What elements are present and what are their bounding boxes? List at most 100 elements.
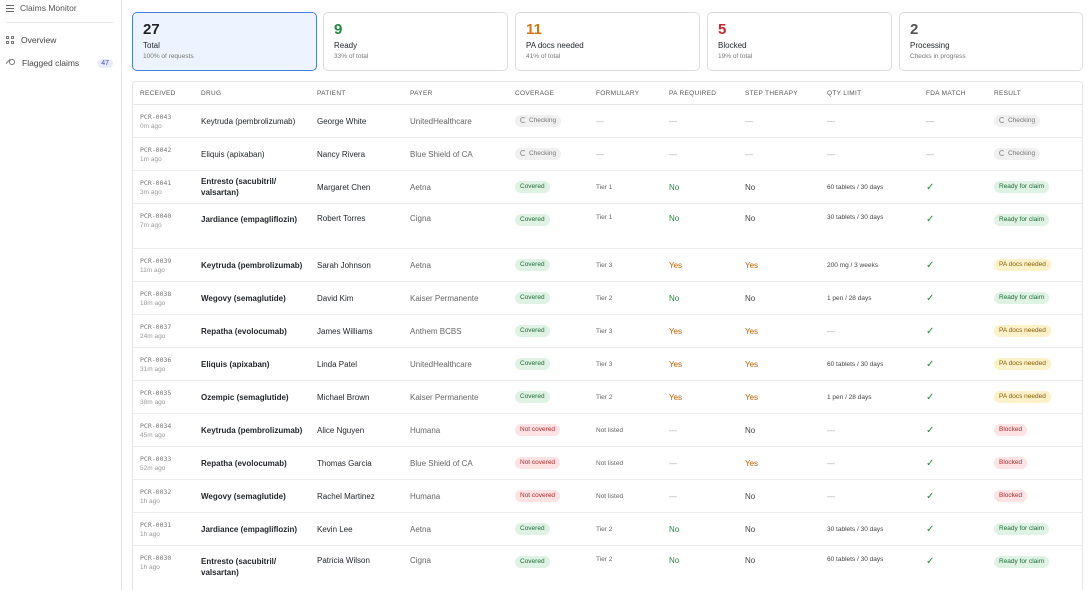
pa-required-cell: No: [669, 513, 679, 545]
pa-required-value: —: [669, 425, 677, 435]
column-header-payer[interactable]: PAYER: [410, 90, 433, 97]
table-row[interactable]: PCR-0041 3m ago Entresto (sacubitril/ va…: [133, 171, 1082, 204]
coverage-text: Not covered: [520, 492, 556, 499]
table-row[interactable]: PCR-0030 1h ago Entresto (sacubitril/ va…: [133, 546, 1082, 590]
sidebar-item-flagged-claims[interactable]: Flagged claims 47: [6, 56, 113, 70]
app-title: Claims Monitor: [20, 3, 77, 13]
table-row[interactable]: PCR-0043 0m ago Keytruda (pembrolizumab)…: [133, 105, 1082, 138]
stat-card-total[interactable]: 27 Total 100% of requests: [132, 12, 317, 71]
table-row[interactable]: PCR-0033 52m ago Repatha (evolocumab) Th…: [133, 447, 1082, 480]
table-row[interactable]: PCR-0038 18m ago Wegovy (semaglutide) Da…: [133, 282, 1082, 315]
column-header-step-therapy[interactable]: STEP THERAPY: [745, 90, 798, 97]
stat-card-ready[interactable]: 9 Ready 33% of total: [323, 12, 508, 71]
payer-cell: Humana: [410, 480, 440, 512]
column-header-fda-match[interactable]: FDA MATCH: [926, 90, 966, 97]
sidebar-item-label: Overview: [21, 35, 57, 45]
column-header-coverage[interactable]: COVERAGE: [515, 90, 555, 97]
payer-name: Humana: [410, 491, 441, 501]
drug-cell: Entresto (sacubitril/ valsartan): [201, 546, 306, 590]
coverage-badge: Not covered: [515, 457, 561, 469]
payer-cell: Cigna: [410, 546, 431, 590]
step-therapy-cell: Yes: [745, 348, 758, 380]
patient-name: Robert Torres: [317, 214, 366, 223]
patient-name: Patricia Wilson: [317, 556, 370, 565]
pa-required-cell: —: [669, 480, 677, 512]
column-header-patient[interactable]: PATIENT: [317, 90, 346, 97]
table-row[interactable]: PCR-0035 38m ago Ozempic (semaglutide) M…: [133, 381, 1082, 414]
result-cell: PA docs needed: [994, 381, 1051, 413]
result-badge: Checking: [994, 148, 1041, 160]
drug-cell: Keytruda (pembrolizumab): [201, 414, 306, 446]
formulary-cell: Not listed: [596, 447, 623, 479]
patient-name: Nancy Rivera: [317, 149, 366, 159]
table-row[interactable]: PCR-0031 1h ago Jardiance (empagliflozin…: [133, 513, 1082, 546]
payer-cell: Cigna: [410, 204, 431, 248]
stat-number: 11: [526, 21, 542, 38]
coverage-badge: Covered: [515, 325, 550, 337]
formulary-value: Not listed: [596, 426, 624, 434]
stat-card-pa-docs[interactable]: 11 PA docs needed 41% of total: [515, 12, 700, 71]
column-header-qty-limit[interactable]: QTY LIMIT: [827, 90, 862, 97]
payer-name: Cigna: [410, 214, 431, 223]
fda-match-cell: ✓: [926, 480, 934, 512]
stat-card-blocked[interactable]: 5 Blocked 19% of total: [707, 12, 892, 71]
payer-name: Blue Shield of CA: [410, 149, 473, 159]
table-row[interactable]: PCR-0036 31m ago Eliquis (apixaban) Lind…: [133, 348, 1082, 381]
coverage-cell: Covered: [515, 282, 550, 314]
key-icon: [6, 58, 15, 68]
step-therapy-value: Yes: [745, 326, 759, 336]
pa-required-value: —: [669, 458, 677, 468]
result-cell: Blocked: [994, 414, 1028, 446]
column-header-drug[interactable]: DRUG: [201, 90, 222, 97]
column-header-pa-required[interactable]: PA REQUIRED: [669, 90, 717, 97]
coverage-text: Not covered: [520, 426, 556, 433]
table-row[interactable]: PCR-0042 1m ago Eliquis (apixaban) Nancy…: [133, 138, 1082, 171]
pa-required-value: Yes: [669, 326, 683, 336]
stat-subtext: 41% of total: [526, 53, 561, 60]
coverage-cell: Covered: [515, 315, 550, 347]
formulary-cell: Not listed: [596, 414, 623, 446]
step-therapy-value: Yes: [745, 359, 759, 369]
table-row[interactable]: PCR-0032 1h ago Wegovy (semaglutide) Rac…: [133, 480, 1082, 513]
coverage-cell: Not covered: [515, 480, 561, 512]
formulary-cell: Not listed: [596, 480, 623, 512]
step-therapy-cell: —: [745, 138, 753, 170]
request-id: PCR-0036: [140, 356, 172, 364]
drug-name: Jardiance (empagliflozin): [201, 215, 298, 224]
request-id: PCR-0043: [140, 113, 172, 121]
step-therapy-value: Yes: [745, 458, 759, 468]
received-time: 45m ago: [140, 432, 166, 439]
result-cell: PA docs needed: [994, 249, 1051, 281]
received-time: 24m ago: [140, 333, 166, 340]
coverage-text: Covered: [520, 216, 545, 223]
table-row[interactable]: PCR-0037 24m ago Repatha (evolocumab) Ja…: [133, 315, 1082, 348]
drug-cell: Ozempic (semaglutide): [201, 381, 306, 413]
result-text: Checking: [1008, 117, 1036, 124]
result-badge: PA docs needed: [994, 259, 1051, 271]
sidebar-item-overview[interactable]: Overview: [6, 33, 113, 47]
formulary-cell: Tier 1: [596, 204, 612, 248]
payer-name: Aetna: [410, 260, 431, 270]
result-text: Ready for claim: [999, 294, 1045, 301]
drug-cell: Entresto (sacubitril/ valsartan): [201, 171, 306, 203]
table-row[interactable]: PCR-0039 11m ago Keytruda (pembrolizumab…: [133, 249, 1082, 282]
spinner-icon: [999, 117, 1005, 123]
formulary-cell: —: [596, 105, 604, 137]
drug-name: Ozempic (semaglutide): [201, 392, 289, 402]
pa-required-cell: Yes: [669, 348, 682, 380]
coverage-cell: Covered: [515, 513, 550, 545]
request-id: PCR-0041: [140, 179, 172, 187]
result-text: Blocked: [999, 492, 1023, 499]
column-header-formulary[interactable]: FORMULARY: [596, 90, 640, 97]
column-header-received[interactable]: RECEIVED: [140, 90, 176, 97]
table-row[interactable]: PCR-0040 7m ago Jardiance (empagliflozin…: [133, 204, 1082, 249]
formulary-cell: —: [596, 138, 604, 170]
check-icon: ✓: [926, 181, 935, 193]
menu-icon[interactable]: [6, 4, 14, 12]
step-therapy-cell: No: [745, 546, 755, 590]
coverage-text: Covered: [520, 525, 545, 532]
coverage-cell: Covered: [515, 348, 550, 380]
stat-card-processing[interactable]: 2 Processing Checks in progress: [899, 12, 1083, 71]
column-header-result[interactable]: RESULT: [994, 90, 1021, 97]
table-row[interactable]: PCR-0034 45m ago Keytruda (pembrolizumab…: [133, 414, 1082, 447]
